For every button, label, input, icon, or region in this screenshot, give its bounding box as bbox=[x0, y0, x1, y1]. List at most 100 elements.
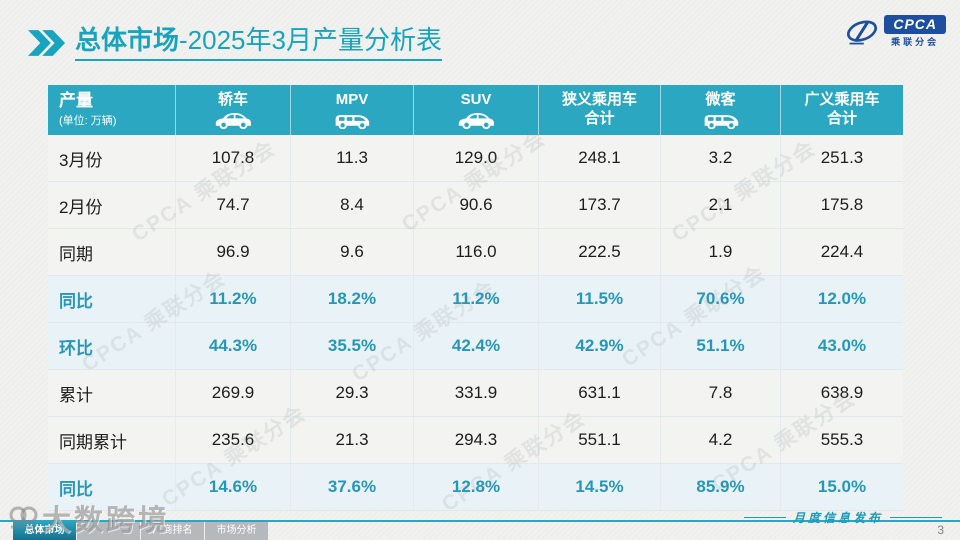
title-detail: -2025年3月产量分析表 bbox=[179, 25, 442, 55]
column-label: SUV bbox=[460, 91, 492, 109]
table-value-cell: 11.2% bbox=[175, 276, 290, 322]
table-row: 2月份 74.7 8.4 90.6 173.7 2.1 175.8 bbox=[48, 182, 903, 229]
table-value-cell: 9.6 bbox=[290, 229, 413, 275]
microvan-icon bbox=[701, 111, 741, 130]
cpca-logo-acronym: CPCA bbox=[884, 15, 946, 34]
table-value-cell: 1.9 bbox=[660, 229, 780, 275]
table-value-cell: 70.6% bbox=[660, 276, 780, 322]
table-header-cell: 微客 bbox=[660, 85, 780, 135]
row-label-cell: 同比 bbox=[59, 479, 93, 499]
column-label-line2: 合计 bbox=[826, 110, 857, 127]
table-value-cell: 14.6% bbox=[175, 464, 290, 510]
page-title: 总体市场-2025年3月产量分析表 bbox=[75, 25, 442, 61]
caption-left-line bbox=[743, 517, 786, 518]
table-header-cell: SUV bbox=[413, 85, 538, 135]
table-row: 同期 96.9 9.6 116.0 222.5 1.9 224.4 bbox=[48, 229, 903, 276]
table-value-cell: 222.5 bbox=[538, 229, 660, 275]
table-row: 3月份 107.8 11.3 129.0 248.1 3.2 251.3 bbox=[48, 135, 903, 182]
mpv-icon bbox=[332, 111, 372, 130]
cpca-logo: CPCA 乘联分会 bbox=[844, 15, 946, 48]
table-row: 累计 269.9 29.3 331.9 631.1 7.8 638.9 bbox=[48, 370, 903, 417]
corner-title: 产量 bbox=[59, 90, 93, 110]
table-value-cell: 175.8 bbox=[780, 182, 903, 228]
page-number: 3 bbox=[937, 523, 944, 537]
table-value-cell: 35.5% bbox=[290, 323, 413, 369]
row-label-cell: 同期累计 bbox=[59, 432, 127, 452]
table-value-cell: 51.1% bbox=[660, 323, 780, 369]
table-value-cell: 11.3 bbox=[290, 135, 413, 181]
table-value-cell: 14.5% bbox=[538, 464, 660, 510]
footer-tab-2[interactable] bbox=[77, 522, 140, 540]
table-header-cell: 轿车 bbox=[175, 85, 290, 135]
table-value-cell: 11.5% bbox=[538, 276, 660, 322]
column-label: 微客 bbox=[705, 91, 736, 109]
table-value-cell: 555.3 bbox=[780, 417, 903, 463]
table-value-cell: 12.0% bbox=[780, 276, 903, 322]
table-value-cell: 116.0 bbox=[413, 229, 538, 275]
table-row: 同比 11.2% 18.2% 11.2% 11.5% 70.6% 12.0% bbox=[48, 276, 903, 323]
footer-tab-market-analysis[interactable]: 市场分析 bbox=[205, 522, 268, 540]
table-row: 环比 44.3% 35.5% 42.4% 42.9% 51.1% 43.0% bbox=[48, 323, 903, 370]
column-label: 轿车 bbox=[217, 91, 248, 109]
table-value-cell: 42.9% bbox=[538, 323, 660, 369]
footer-divider bbox=[0, 520, 960, 522]
table-value-cell: 224.4 bbox=[780, 229, 903, 275]
table-value-cell: 37.6% bbox=[290, 464, 413, 510]
table-value-cell: 235.6 bbox=[175, 417, 290, 463]
row-label-cell: 累计 bbox=[59, 385, 93, 405]
footer-tab-overall-market[interactable]: 总体市场 bbox=[13, 522, 76, 540]
column-label: 广义乘用车 bbox=[804, 91, 880, 109]
table-value-cell: 44.3% bbox=[175, 323, 290, 369]
row-label-cell: 环比 bbox=[59, 338, 93, 358]
table-value-cell: 90.6 bbox=[413, 182, 538, 228]
footer-tab-manufacturer-ranking[interactable]: 厂商排名 bbox=[141, 522, 204, 540]
row-label-cell: 3月份 bbox=[59, 150, 103, 170]
table-value-cell: 11.2% bbox=[413, 276, 538, 322]
table-value-cell: 173.7 bbox=[538, 182, 660, 228]
table-value-cell: 43.0% bbox=[780, 323, 903, 369]
table-value-cell: 42.4% bbox=[413, 323, 538, 369]
table-value-cell: 18.2% bbox=[290, 276, 413, 322]
table-value-cell: 248.1 bbox=[538, 135, 660, 181]
table-value-cell: 2.1 bbox=[660, 182, 780, 228]
row-label-cell: 2月份 bbox=[59, 197, 103, 217]
table-value-cell: 85.9% bbox=[660, 464, 780, 510]
column-label-line2: 合计 bbox=[584, 110, 615, 127]
release-caption: 月度信息发布 bbox=[743, 509, 942, 526]
column-label: 狭义乘用车 bbox=[561, 91, 637, 109]
table-value-cell: 638.9 bbox=[780, 370, 903, 416]
table-value-cell: 3.2 bbox=[660, 135, 780, 181]
table-value-cell: 7.8 bbox=[660, 370, 780, 416]
table-value-cell: 12.8% bbox=[413, 464, 538, 510]
title-section-name: 总体市场 bbox=[75, 25, 180, 55]
table-header-cell: 狭义乘用车 合计 bbox=[538, 85, 660, 135]
table-value-cell: 331.9 bbox=[413, 370, 538, 416]
footer-tabs: 总体市场 厂商排名 市场分析 bbox=[13, 522, 269, 540]
table-corner-cell: 产量 (单位: 万辆) bbox=[48, 85, 175, 135]
table-value-cell: 294.3 bbox=[413, 417, 538, 463]
cpca-swoosh-icon bbox=[847, 19, 878, 44]
table-value-cell: 107.8 bbox=[175, 135, 290, 181]
table-value-cell: 129.0 bbox=[413, 135, 538, 181]
table-value-cell: 631.1 bbox=[538, 370, 660, 416]
sedan-icon bbox=[213, 111, 253, 130]
row-label-cell: 同期 bbox=[59, 244, 93, 264]
corner-unit: (单位: 万辆) bbox=[59, 115, 117, 128]
table-value-cell: 15.0% bbox=[780, 464, 903, 510]
suv-icon bbox=[456, 111, 496, 130]
table-value-cell: 251.3 bbox=[780, 135, 903, 181]
cpca-logo-subtext: 乘联分会 bbox=[891, 37, 940, 47]
cpca-logo-text: CPCA 乘联分会 bbox=[884, 15, 946, 48]
column-label: MPV bbox=[335, 91, 369, 109]
table-header-cell: 广义乘用车 合计 bbox=[780, 85, 903, 135]
production-table: 产量 (单位: 万辆) 轿车 MPV SUV 狭义乘用车 合计 微客 广义乘用车 合计 3月份 107… bbox=[48, 85, 903, 511]
table-row: 同比 14.6% 37.6% 12.8% 14.5% 85.9% 15.0% bbox=[48, 464, 903, 511]
caption-right-line bbox=[890, 517, 942, 518]
table-value-cell: 96.9 bbox=[175, 229, 290, 275]
double-chevron-icon bbox=[28, 30, 66, 56]
table-value-cell: 4.2 bbox=[660, 417, 780, 463]
table-value-cell: 269.9 bbox=[175, 370, 290, 416]
table-value-cell: 74.7 bbox=[175, 182, 290, 228]
table-header-cell: MPV bbox=[290, 85, 413, 135]
